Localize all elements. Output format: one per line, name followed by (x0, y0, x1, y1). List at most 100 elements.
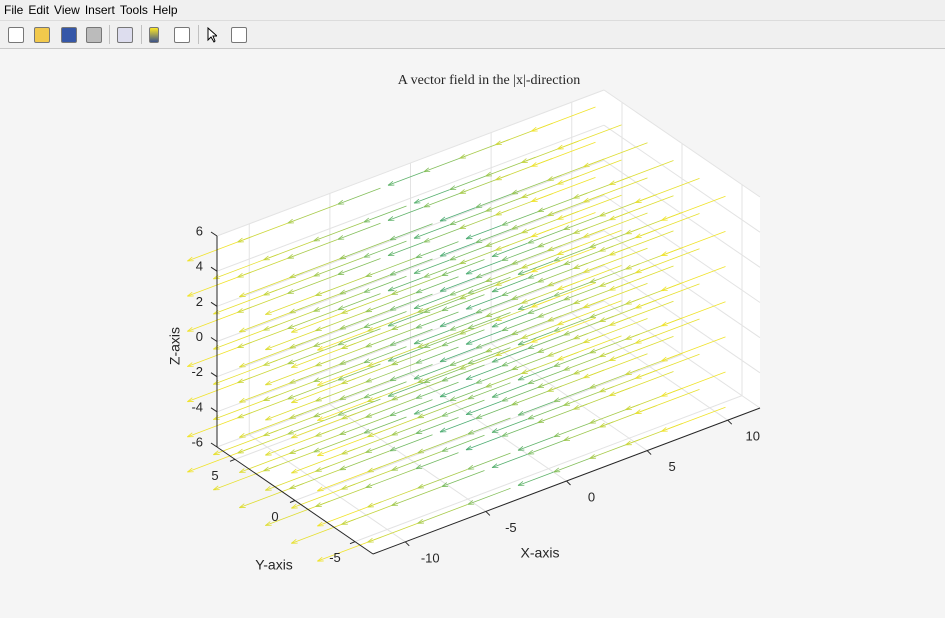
arrow-head (415, 394, 422, 399)
arrow (415, 311, 459, 329)
arrow-head (365, 413, 371, 418)
arrow (557, 159, 622, 185)
arrow-head (391, 501, 397, 506)
arrow-head (363, 358, 370, 364)
arrow-head (517, 446, 524, 451)
arrow (423, 331, 467, 348)
arrow (363, 346, 407, 364)
save-button[interactable] (61, 27, 77, 43)
arrow-head (365, 307, 371, 313)
menu-item[interactable]: View (54, 3, 80, 17)
arrow-head (413, 198, 420, 204)
arrow-head (527, 309, 534, 314)
pointer-button[interactable] (207, 26, 219, 43)
arrow (263, 273, 321, 296)
x-tick-label: 0 (588, 489, 595, 504)
print-button[interactable] (86, 27, 102, 43)
arrow-head (449, 325, 456, 331)
arrow (341, 326, 399, 349)
arrow-head (187, 327, 193, 332)
arrow-head (599, 387, 605, 393)
arrow-head (527, 273, 534, 279)
arrow (367, 414, 425, 438)
arrow-head (441, 271, 448, 276)
arrow-head (527, 449, 534, 455)
arrow (467, 487, 511, 505)
arrow-head (287, 254, 293, 259)
grid-line (603, 265, 761, 374)
arrow-head (317, 451, 323, 456)
arrow-head (289, 343, 295, 349)
arrow-head (491, 252, 498, 257)
arrow (423, 295, 467, 313)
arrow (501, 384, 545, 402)
legend-button[interactable] (174, 27, 190, 43)
arrow (449, 173, 493, 190)
arrow (609, 230, 674, 256)
arrow (415, 276, 459, 294)
arrow (527, 261, 571, 279)
arrow (475, 296, 519, 314)
arrow-head (531, 302, 537, 308)
arrow-head (537, 277, 543, 283)
arrow-head (511, 365, 517, 371)
colorbar-button[interactable] (149, 27, 159, 43)
z-tick (210, 266, 218, 272)
z-tick-label: 0 (196, 329, 203, 344)
arrow-head (573, 229, 579, 234)
arrow (415, 452, 459, 470)
arrow-head (609, 321, 615, 326)
arrow-head (441, 376, 448, 382)
chart-title: A vector field in the |x|-direction (398, 73, 581, 88)
arrow (287, 414, 338, 435)
arrow (289, 291, 347, 314)
menu-item[interactable]: Help (152, 3, 178, 17)
link-button[interactable] (117, 27, 133, 43)
arrow (467, 347, 511, 365)
arrow-head (263, 466, 269, 472)
menu-item[interactable]: Tools (119, 3, 148, 17)
arrow-head (423, 167, 430, 173)
arrow (367, 379, 425, 402)
arrow-head (521, 263, 527, 269)
arrow (475, 366, 519, 384)
arrow (341, 361, 399, 385)
arrow-head (537, 312, 543, 318)
arrow (583, 247, 648, 273)
arrow-head (491, 322, 498, 328)
menu-item[interactable]: File (4, 3, 24, 17)
arrow (517, 366, 554, 381)
arrow-head (417, 413, 423, 419)
arrow (287, 274, 338, 294)
arrow (339, 450, 390, 471)
arrow (339, 415, 390, 436)
x-tick (404, 541, 410, 547)
arrow-head (553, 397, 560, 402)
arrow-head (387, 251, 394, 256)
arrow-head (287, 218, 293, 224)
arrow (517, 436, 554, 451)
menu-item[interactable]: Edit (28, 3, 50, 17)
arrow-head (365, 377, 371, 383)
arrow-head (635, 268, 641, 274)
arrow (635, 213, 700, 239)
property-button[interactable] (231, 27, 247, 43)
arrow-head (459, 259, 465, 265)
arrow-head (495, 281, 501, 286)
menu-item[interactable]: Insert (84, 3, 115, 17)
arrow-head (317, 381, 323, 386)
arrow (237, 431, 295, 454)
arrow-head (553, 467, 560, 473)
open-button[interactable] (34, 27, 50, 43)
arrow (365, 433, 416, 453)
arrow-head (341, 379, 347, 385)
arrow-head (495, 140, 501, 146)
arrow-head (625, 264, 631, 270)
new-button[interactable] (8, 27, 24, 43)
arrow (491, 313, 528, 328)
x-tick-label: 10 (746, 429, 760, 444)
arrow-head (521, 228, 527, 234)
arrow (337, 258, 381, 275)
arrow (339, 274, 390, 295)
arrow (365, 327, 416, 348)
